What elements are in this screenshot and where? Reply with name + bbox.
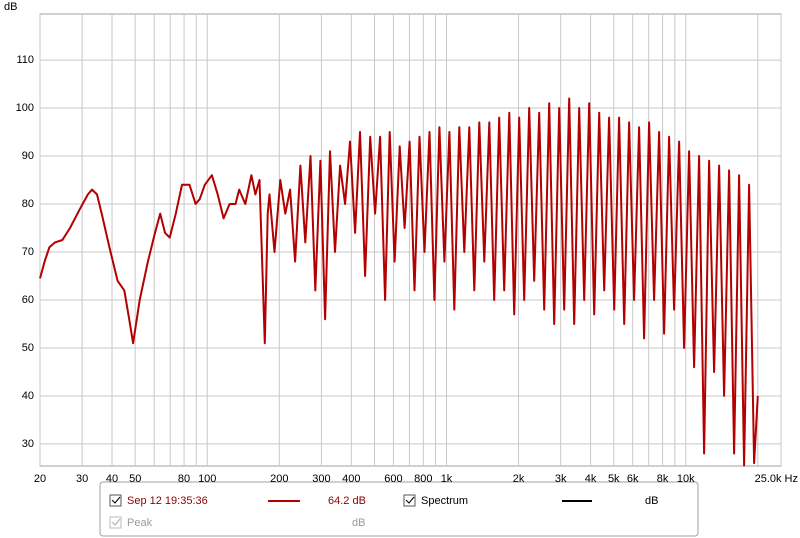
check-mark (111, 518, 121, 526)
grid (39, 14, 782, 466)
x-tick-label: 6k (627, 473, 639, 485)
y-tick-label: 110 (16, 54, 34, 66)
y-tick-label: 30 (22, 438, 34, 450)
x-tick-label: 600 (384, 473, 402, 485)
x-tick-label: 80 (178, 473, 190, 485)
legend-label: Peak (127, 517, 153, 529)
y-tick-label: 60 (22, 294, 34, 306)
legend-reading: dB (352, 517, 365, 529)
legend-label: Spectrum (421, 495, 468, 507)
x-tick-label: 4k (585, 473, 597, 485)
y-tick-label: 40 (22, 390, 34, 402)
y-tick-label: 50 (22, 342, 34, 354)
y-tick-label: 80 (22, 198, 34, 210)
checkbox[interactable] (109, 516, 122, 529)
x-tick-label: 3k (555, 473, 567, 485)
x-tick-label: 25.0k Hz (755, 473, 798, 485)
x-tick-label: 10k (677, 473, 695, 485)
legend-reading: 64.2 dB (328, 495, 366, 507)
y-tick-label: 90 (22, 150, 34, 162)
x-tick-label: 40 (106, 473, 118, 485)
x-tick-label: 100 (198, 473, 216, 485)
x-tick-label: 800 (414, 473, 432, 485)
x-tick-label: 400 (342, 473, 360, 485)
legend: Sep 12 19:35:36 64.2 dB Spectrum dB Peak… (109, 494, 658, 529)
plot-frame (39, 13, 782, 467)
x-tick-label: 8k (657, 473, 669, 485)
series-line (39, 97, 759, 467)
checkbox[interactable] (109, 494, 122, 507)
x-tick-label: 300 (312, 473, 330, 485)
legend-label: Sep 12 19:35:36 (127, 495, 208, 507)
x-tick-label: 50 (129, 473, 141, 485)
y-tick-label: 70 (22, 246, 34, 258)
check-mark (405, 496, 415, 504)
x-tick-label: 2k (513, 473, 525, 485)
check-mark (111, 496, 121, 504)
x-tick-label: 30 (76, 473, 88, 485)
x-tick-label: 20 (34, 473, 46, 485)
x-tick-label: 1k (441, 473, 453, 485)
y-axis-label: dB (4, 1, 17, 13)
legend-reading: dB (645, 495, 658, 507)
x-tick-label: 5k (608, 473, 620, 485)
x-tick-label: 200 (270, 473, 288, 485)
checkbox[interactable] (403, 494, 416, 507)
legend-box (99, 481, 699, 537)
y-tick-label: 100 (16, 102, 34, 114)
